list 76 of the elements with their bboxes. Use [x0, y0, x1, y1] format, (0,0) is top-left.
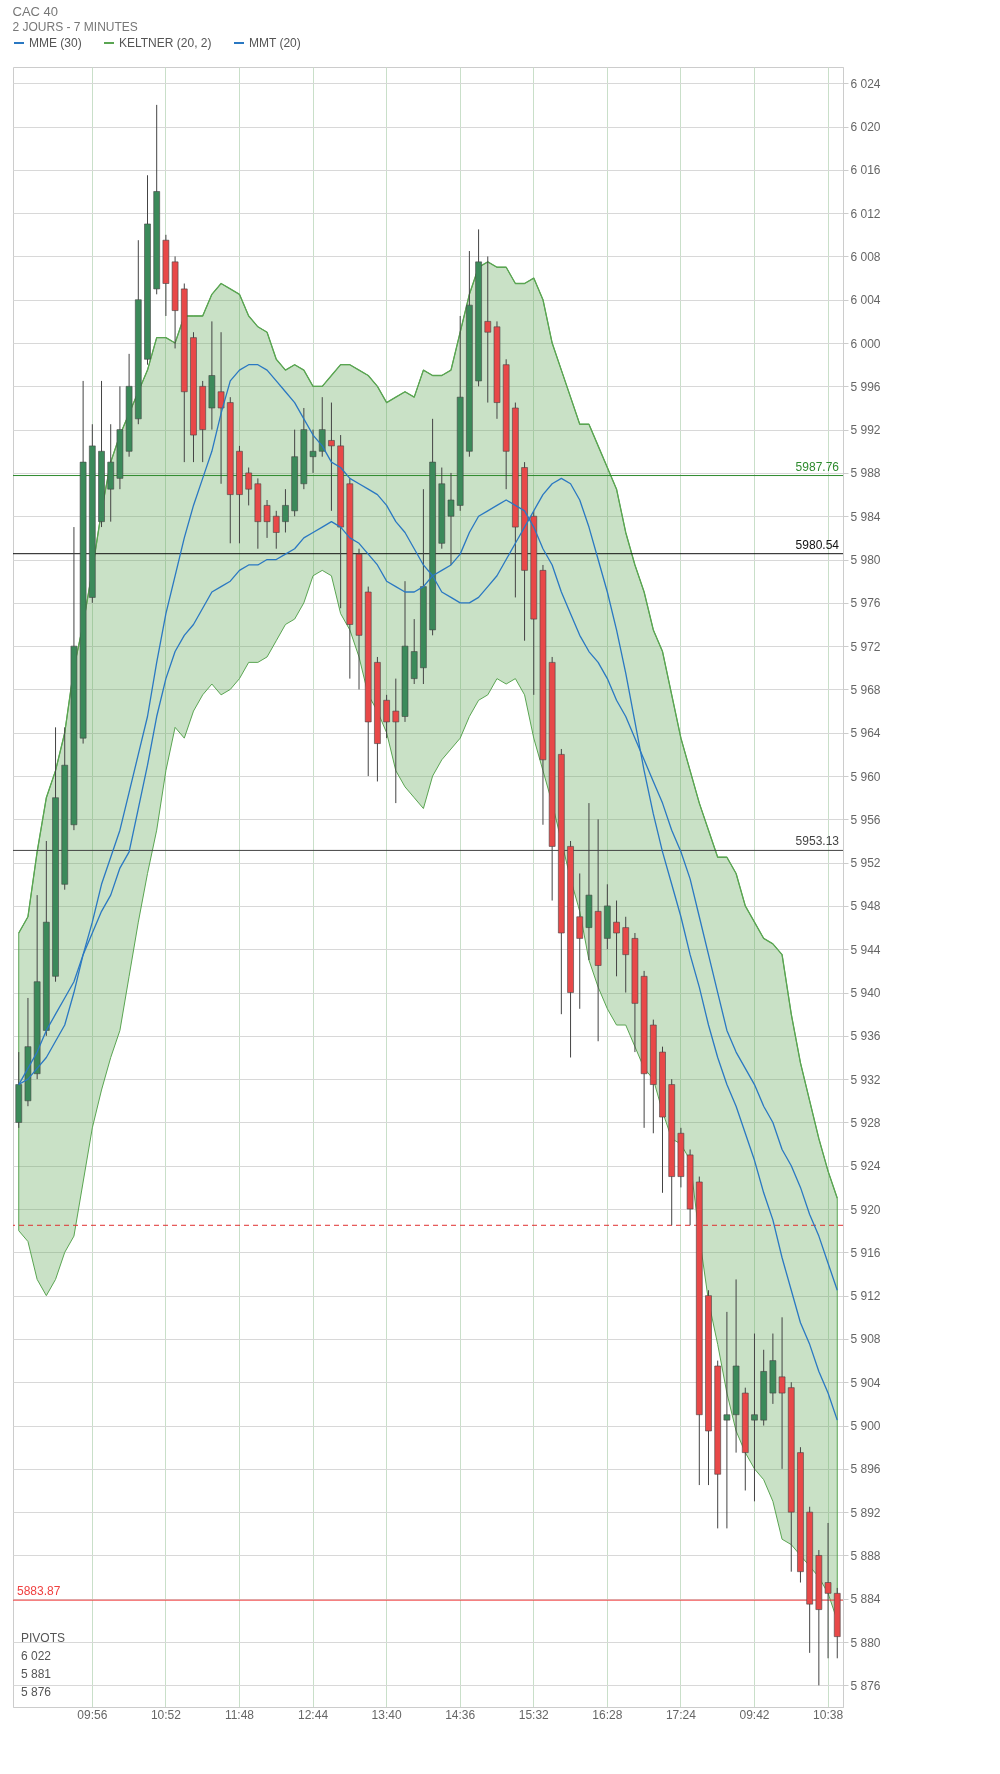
x-tick-label: 12:44	[298, 1707, 329, 1722]
y-tick-label: 6 024	[850, 76, 881, 91]
ref-line-label: 5980.54	[795, 537, 840, 552]
candlestick	[328, 402, 335, 512]
y-tick-label: 5 996	[850, 379, 881, 394]
ref-line-label: 5953.13	[795, 834, 840, 849]
y-tick-label: 5 956	[850, 812, 881, 827]
y-tick-label: 5 948	[850, 899, 881, 914]
y-tick-label: 5 924	[850, 1159, 881, 1174]
candlestick	[484, 255, 492, 404]
y-tick-label: 5 908	[850, 1332, 881, 1347]
candlestick	[447, 472, 455, 566]
y-tick-label: 5 876	[850, 1678, 881, 1693]
chart-title: CAC 40	[12, 4, 59, 19]
y-tick-label: 5 980	[850, 553, 881, 568]
candlestick	[309, 429, 317, 474]
candlestick	[383, 694, 390, 739]
annotation: 6 022	[21, 1649, 52, 1663]
x-tick-label: 11:48	[224, 1707, 255, 1722]
y-tick-label: 5 952	[850, 856, 881, 871]
line-series	[18, 261, 838, 1199]
candlestick	[318, 396, 326, 458]
y-tick-label: 5 964	[850, 726, 881, 741]
ref-line-label: 5987.76	[795, 459, 840, 474]
y-tick-label: 6 020	[850, 120, 881, 135]
y-tick-label: 5 904	[850, 1375, 881, 1390]
x-tick-label: 09:56	[77, 1707, 108, 1722]
candlestick	[282, 488, 289, 533]
y-tick-label: 5 992	[850, 423, 881, 438]
y-tick-label: 5 972	[850, 639, 881, 654]
y-tick-label: 6 016	[850, 163, 881, 178]
y-tick-label: 5 884	[850, 1592, 881, 1607]
x-tick-label: 15:32	[518, 1707, 550, 1722]
y-tick-label: 6 012	[850, 206, 881, 221]
y-tick-label: 5 988	[850, 466, 881, 481]
candlestick	[751, 1333, 758, 1502]
y-tick-label: 5 984	[850, 509, 881, 524]
x-tick-label: 14:36	[445, 1707, 476, 1722]
y-tick-label: 5 912	[850, 1289, 881, 1304]
y-tick-label: 5 880	[850, 1635, 881, 1650]
legend-label: MME (30)	[29, 36, 82, 50]
candlestick	[392, 678, 400, 804]
y-tick-label: 5 936	[850, 1029, 881, 1044]
annotation: 5 876	[21, 1685, 52, 1699]
candlestick	[245, 467, 252, 506]
y-tick-label: 5 928	[850, 1115, 881, 1130]
x-tick-label: 17:24	[665, 1707, 697, 1722]
y-tick-label: 6 000	[850, 336, 881, 351]
y-tick-label: 6 004	[850, 293, 881, 308]
x-tick-label: 16:28	[592, 1707, 623, 1722]
x-tick-label: 09:42	[739, 1707, 770, 1722]
y-tick-label: 5 960	[850, 769, 881, 784]
y-tick-label: 5 892	[850, 1505, 881, 1520]
x-tick-label: 13:40	[371, 1707, 402, 1722]
legend-label: MMT (20)	[249, 36, 301, 50]
y-tick-label: 6 008	[850, 249, 881, 264]
candlestick	[576, 872, 584, 1010]
y-tick-label: 5 888	[850, 1548, 881, 1563]
y-tick-label: 5 920	[850, 1202, 881, 1217]
y-tick-label: 5 932	[850, 1072, 881, 1087]
x-tick-label: 10:38	[813, 1707, 844, 1722]
y-tick-label: 5 944	[850, 942, 881, 957]
chart-subtitle: 2 JOURS - 7 MINUTES	[12, 20, 138, 34]
y-tick-label: 5 968	[850, 682, 881, 697]
y-tick-label: 5 976	[850, 596, 881, 611]
candlestick	[272, 510, 280, 550]
y-tick-label: 5 896	[850, 1462, 881, 1477]
x-tick-label: 10:52	[150, 1707, 182, 1722]
y-tick-label: 5 916	[850, 1245, 881, 1260]
annotation: 5 881	[21, 1667, 52, 1681]
ref-line-label: 5883.87	[17, 1584, 61, 1599]
y-tick-label: 5 900	[850, 1419, 881, 1434]
legend-label: KELTNER (20, 2)	[119, 36, 212, 50]
candlestick	[613, 900, 620, 977]
annotation: PIVOTS	[21, 1631, 66, 1645]
y-tick-label: 5 940	[850, 986, 881, 1001]
